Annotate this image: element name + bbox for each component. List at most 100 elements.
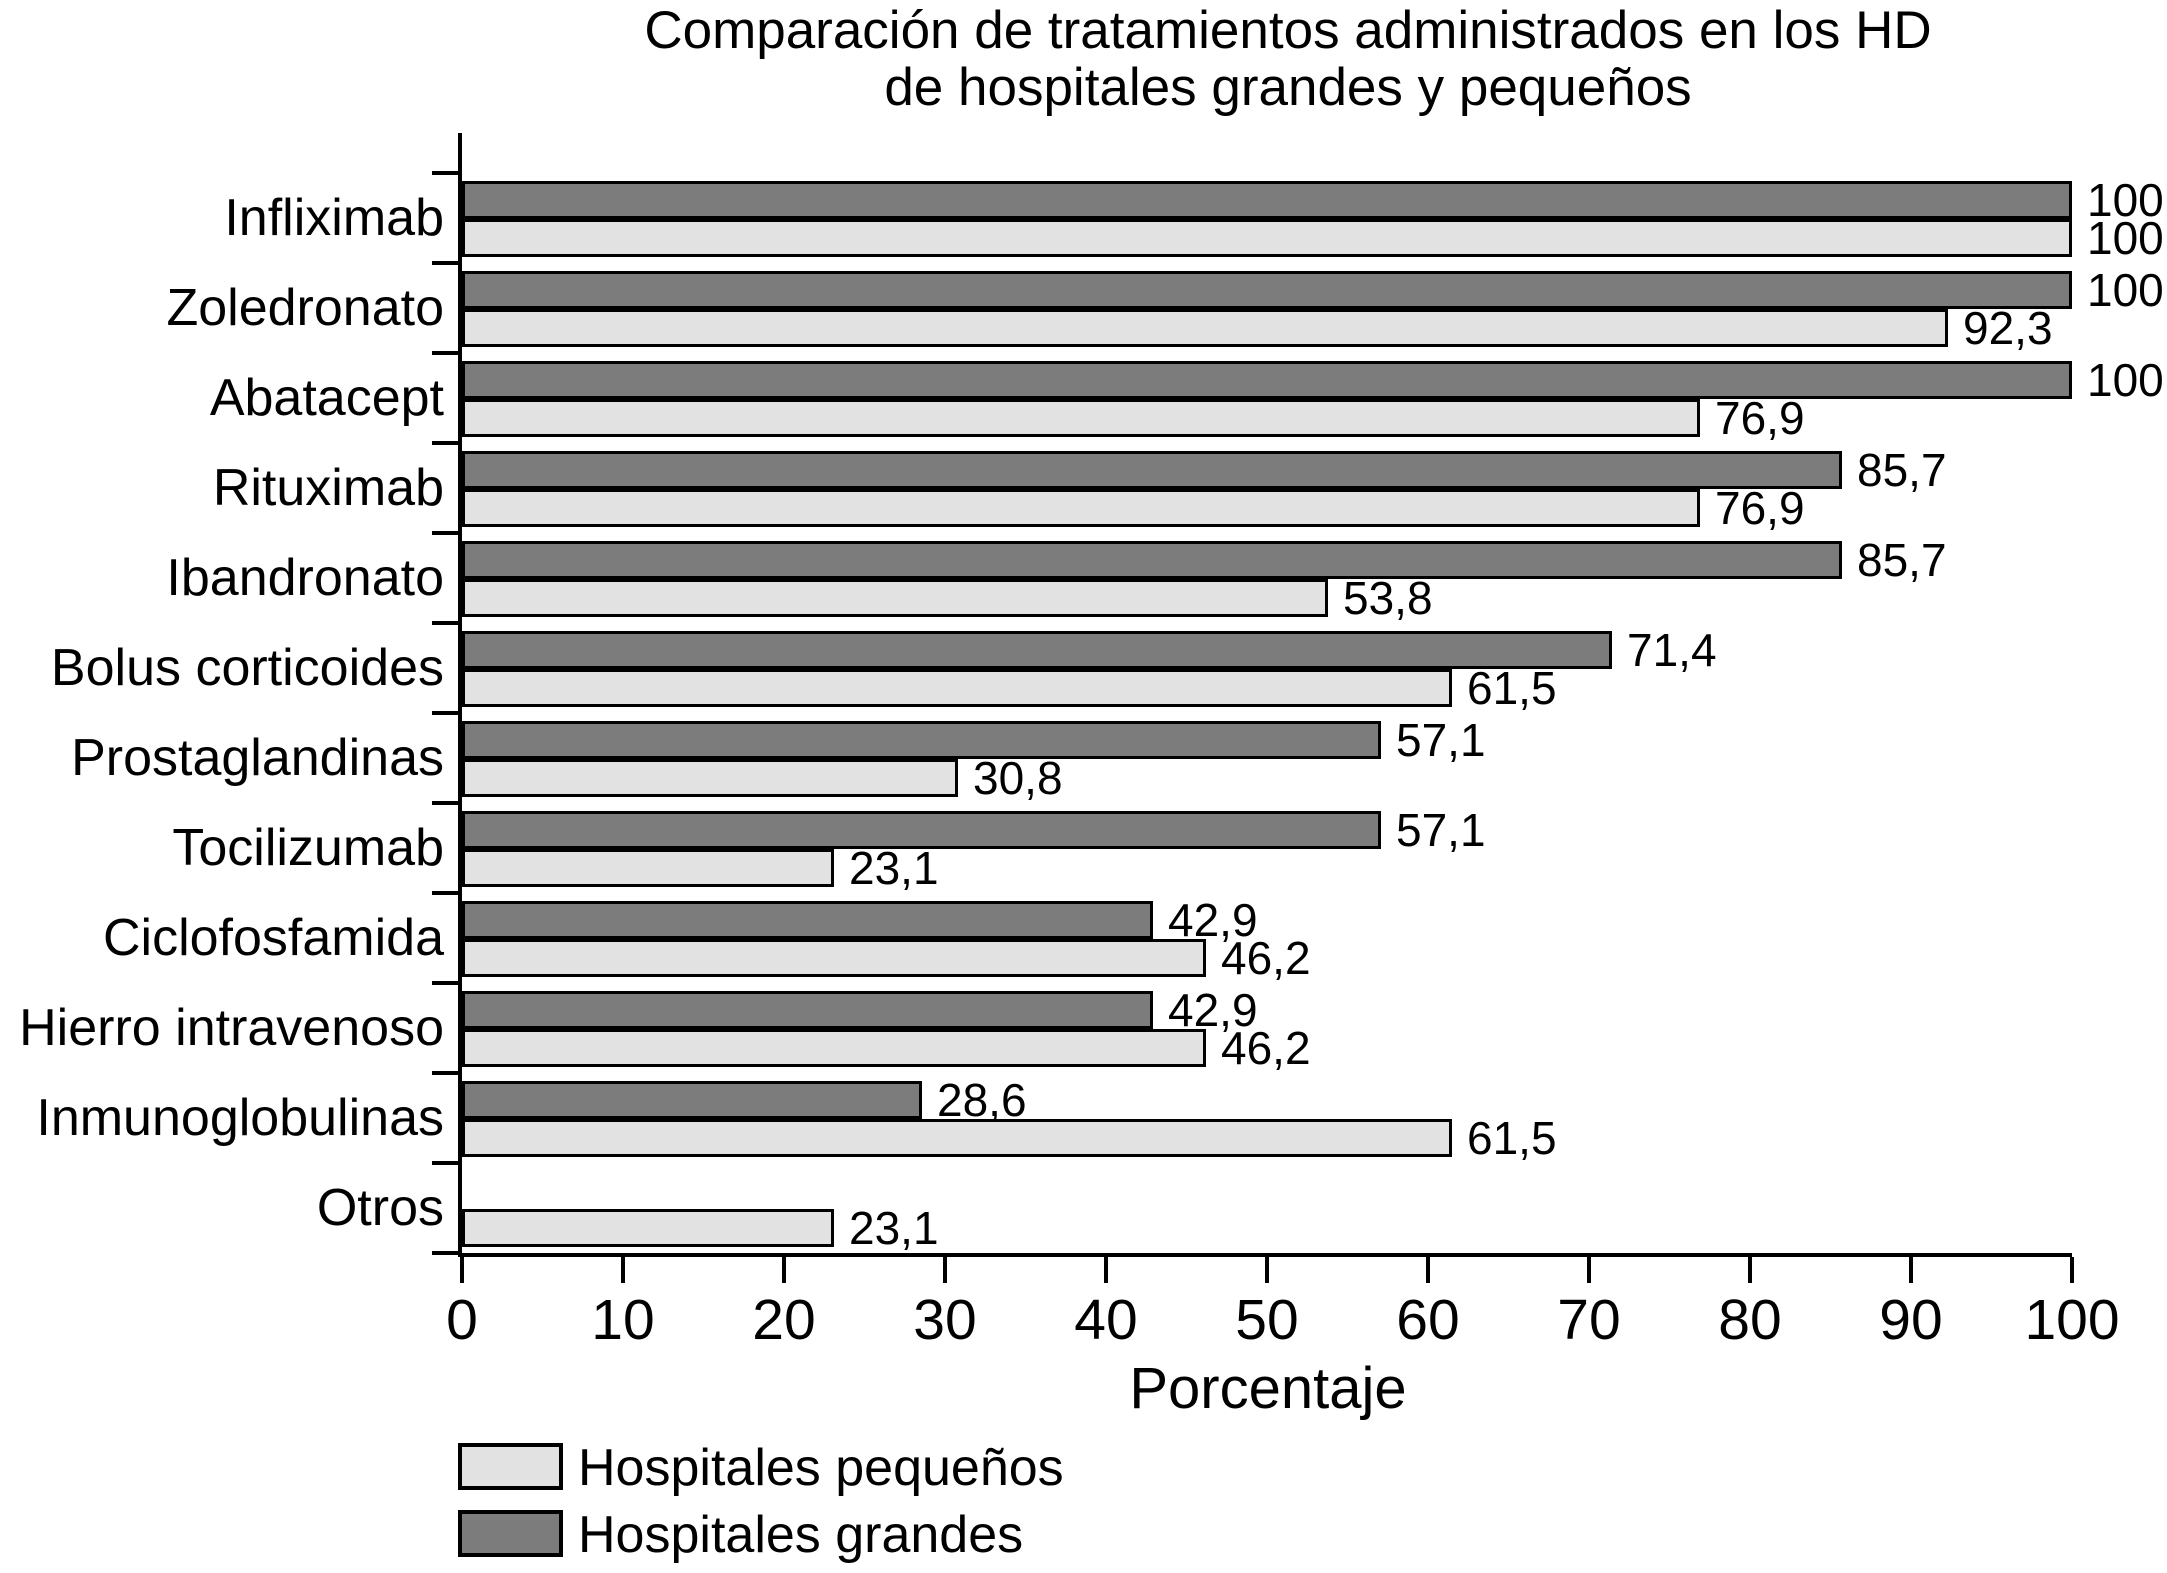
y-axis-tick	[432, 171, 458, 175]
value-label-hospitales-pequenos-ibandronato: 53,8	[1343, 572, 1433, 624]
y-axis-tick	[432, 891, 458, 895]
chart-title-line1: Comparación de tratamientos administrado…	[644, 1, 1932, 60]
value-label-hospitales-grandes-ciclofosfamida: 42,9	[1168, 894, 1258, 946]
bar-hospitales-pequenos-infliximab	[462, 219, 2072, 257]
y-axis-tick	[432, 531, 458, 535]
x-tick-label-90: 90	[1879, 1288, 1943, 1352]
value-label-hospitales-pequenos-abatacept: 76,9	[1715, 392, 1805, 444]
x-tick-label-30: 30	[913, 1288, 977, 1352]
y-axis-tick	[432, 1071, 458, 1075]
value-label-hospitales-pequenos-infliximab: 100	[2087, 212, 2164, 264]
y-axis-tick	[432, 1161, 458, 1165]
x-axis-tick	[1748, 1257, 1752, 1283]
category-label-hierro-intravenoso: Hierro intravenoso	[19, 999, 444, 1057]
y-axis-tick	[432, 711, 458, 715]
x-tick-label-20: 20	[752, 1288, 816, 1352]
bar-hospitales-pequenos-hierro-intravenoso	[462, 1029, 1206, 1067]
y-axis-tick	[432, 981, 458, 985]
value-label-hospitales-grandes-abatacept: 100	[2087, 354, 2164, 406]
bar-hospitales-grandes-ibandronato	[462, 541, 1842, 579]
bar-hospitales-pequenos-bolus-corticoides	[462, 669, 1452, 707]
category-label-bolus-corticoides: Bolus corticoides	[50, 639, 444, 697]
x-tick-label-60: 60	[1396, 1288, 1460, 1352]
chart-title-line2: de hospitales grandes y pequeños	[884, 58, 1692, 117]
bar-hospitales-grandes-inmunoglobulinas	[462, 1081, 922, 1119]
category-label-infliximab: Infliximab	[224, 189, 444, 247]
bar-hospitales-pequenos-abatacept	[462, 399, 1700, 437]
legend-label-hospitales-pequenos: Hospitales pequeños	[578, 1439, 1064, 1497]
value-label-hospitales-pequenos-ciclofosfamida: 46,2	[1221, 932, 1311, 984]
x-tick-label-100: 100	[2024, 1288, 2120, 1352]
x-axis-tick	[943, 1257, 947, 1283]
x-axis-tick	[460, 1257, 464, 1283]
bar-hospitales-pequenos-zoledronato	[462, 309, 1948, 347]
y-axis-tick	[432, 801, 458, 805]
x-axis-tick	[782, 1257, 786, 1283]
y-axis-tick	[432, 1251, 458, 1255]
y-axis-tick	[432, 351, 458, 355]
value-label-hospitales-grandes-ibandronato: 85,7	[1857, 534, 1947, 586]
value-label-hospitales-grandes-prostaglandinas: 57,1	[1396, 714, 1486, 766]
value-label-hospitales-grandes-rituximab: 85,7	[1857, 444, 1947, 496]
y-axis-tick	[432, 441, 458, 445]
value-label-hospitales-grandes-bolus-corticoides: 71,4	[1627, 624, 1717, 676]
x-tick-label-40: 40	[1074, 1288, 1138, 1352]
category-label-rituximab: Rituximab	[212, 459, 444, 517]
x-tick-label-50: 50	[1235, 1288, 1299, 1352]
bar-hospitales-pequenos-prostaglandinas	[462, 759, 958, 797]
value-label-hospitales-grandes-hierro-intravenoso: 42,9	[1168, 984, 1258, 1036]
value-label-hospitales-pequenos-bolus-corticoides: 61,5	[1467, 662, 1557, 714]
x-axis-tick	[1909, 1257, 1913, 1283]
bar-hospitales-grandes-bolus-corticoides	[462, 631, 1612, 669]
x-axis-label: Porcentaje	[1129, 1356, 1407, 1421]
y-axis-tick	[432, 621, 458, 625]
bar-hospitales-grandes-tocilizumab	[462, 811, 1381, 849]
y-axis-tick	[432, 261, 458, 265]
category-label-otros: Otros	[316, 1179, 444, 1237]
value-label-hospitales-pequenos-rituximab: 76,9	[1715, 482, 1805, 534]
category-label-tocilizumab: Tocilizumab	[172, 819, 444, 877]
category-label-ciclofosfamida: Ciclofosfamida	[102, 909, 444, 967]
x-tick-label-80: 80	[1718, 1288, 1782, 1352]
legend-swatch-hospitales-grandes	[458, 1510, 563, 1557]
value-label-hospitales-grandes-infliximab: 100	[2087, 174, 2164, 226]
bar-hospitales-grandes-prostaglandinas	[462, 721, 1381, 759]
x-axis-tick	[1426, 1257, 1430, 1283]
legend-label-hospitales-grandes: Hospitales grandes	[578, 1506, 1024, 1564]
bar-hospitales-grandes-infliximab	[462, 181, 2072, 219]
x-axis-tick	[1104, 1257, 1108, 1283]
category-label-prostaglandinas: Prostaglandinas	[71, 729, 444, 787]
x-axis-tick	[1587, 1257, 1591, 1283]
value-label-hospitales-pequenos-tocilizumab: 23,1	[849, 842, 939, 894]
value-label-hospitales-pequenos-otros: 23,1	[849, 1202, 939, 1254]
legend-swatch-hospitales-pequenos	[458, 1443, 563, 1490]
bar-hospitales-pequenos-ciclofosfamida	[462, 939, 1206, 977]
bar-hospitales-pequenos-tocilizumab	[462, 849, 834, 887]
bar-hospitales-pequenos-inmunoglobulinas	[462, 1119, 1452, 1157]
x-tick-label-0: 0	[446, 1288, 478, 1352]
category-label-abatacept: Abatacept	[209, 369, 444, 427]
value-label-hospitales-pequenos-hierro-intravenoso: 46,2	[1221, 1022, 1311, 1074]
value-label-hospitales-grandes-tocilizumab: 57,1	[1396, 804, 1486, 856]
x-tick-label-10: 10	[591, 1288, 655, 1352]
value-label-hospitales-grandes-inmunoglobulinas: 28,6	[937, 1074, 1027, 1126]
x-axis-tick	[2070, 1257, 2074, 1283]
x-axis-tick	[1265, 1257, 1269, 1283]
x-axis-tick	[621, 1257, 625, 1283]
bar-hospitales-pequenos-otros	[462, 1209, 834, 1247]
chart-title: Comparación de tratamientos administrado…	[388, 2, 2167, 116]
bar-hospitales-grandes-abatacept	[462, 361, 2072, 399]
value-label-hospitales-pequenos-inmunoglobulinas: 61,5	[1467, 1112, 1557, 1164]
bar-hospitales-grandes-ciclofosfamida	[462, 901, 1153, 939]
plot-area	[458, 133, 2072, 1257]
bar-hospitales-pequenos-ibandronato	[462, 579, 1328, 617]
category-label-inmunoglobulinas: Inmunoglobulinas	[36, 1089, 444, 1147]
category-label-zoledronato: Zoledronato	[166, 279, 444, 337]
bar-hospitales-grandes-zoledronato	[462, 271, 2072, 309]
category-label-ibandronato: Ibandronato	[166, 549, 444, 607]
x-tick-label-70: 70	[1557, 1288, 1621, 1352]
bar-hospitales-grandes-hierro-intravenoso	[462, 991, 1153, 1029]
value-label-hospitales-pequenos-prostaglandinas: 30,8	[973, 752, 1063, 804]
value-label-hospitales-pequenos-zoledronato: 92,3	[1963, 302, 2053, 354]
